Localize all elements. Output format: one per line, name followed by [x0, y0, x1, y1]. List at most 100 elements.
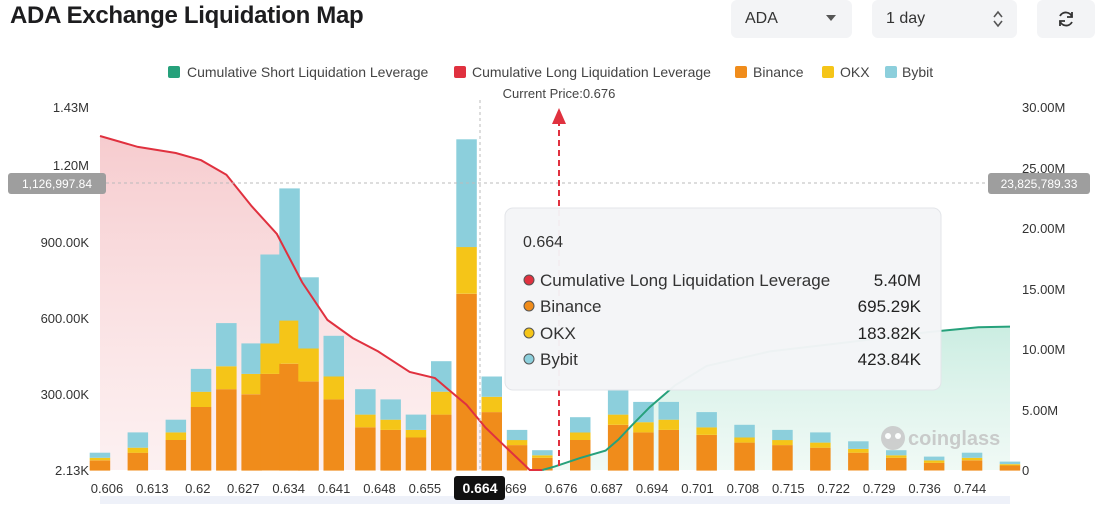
- current-price-label: Current Price:0.676: [503, 86, 616, 101]
- liquidation-bar: [607, 389, 629, 471]
- x-tick-label: 0.627: [227, 481, 260, 496]
- x-axis-strip: [100, 496, 1010, 504]
- tooltip-row-label: Cumulative Long Liquidation Leverage: [540, 271, 830, 290]
- bar-segment-binance: [961, 460, 983, 471]
- legend-item-bybit[interactable]: Bybit: [885, 64, 933, 80]
- tooltip: 0.664 Cumulative Long Liquidation Levera…: [504, 207, 942, 391]
- liquidation-bar: [260, 254, 281, 471]
- liquidation-bar: [190, 368, 212, 471]
- y-right-tick: 15.00M: [1022, 282, 1065, 297]
- bar-segment-okx: [570, 432, 591, 440]
- bar-segment-bybit: [607, 389, 629, 415]
- legend-item-short[interactable]: Cumulative Short Liquidation Leverage: [168, 64, 428, 80]
- tooltip-row-label: OKX: [540, 324, 576, 343]
- legend-label-okx: OKX: [840, 64, 870, 80]
- tooltip-row: Cumulative Long Liquidation Leverage 5.4…: [523, 271, 921, 290]
- bar-segment-okx: [772, 440, 793, 446]
- bar-segment-bybit: [216, 323, 237, 367]
- refresh-button[interactable]: [1037, 0, 1095, 38]
- bar-segment-okx: [810, 442, 831, 448]
- legend-item-binance[interactable]: Binance: [735, 64, 804, 80]
- y-right-tick: 5.00M: [1022, 403, 1058, 418]
- liquidation-bar: [127, 432, 149, 471]
- legend-swatch-long: [454, 66, 466, 78]
- time-range-value: 1 day: [886, 10, 926, 27]
- time-range-select[interactable]: 1 day: [872, 0, 1017, 38]
- bar-segment-okx: [431, 391, 452, 415]
- bar-segment-okx: [190, 391, 212, 407]
- y-left-tick: 1.43M: [53, 100, 89, 115]
- bar-segment-binance: [89, 460, 111, 471]
- crosshair-right-badge: 23,825,789.33: [988, 173, 1090, 194]
- liquidation-bar: [999, 461, 1021, 471]
- bar-segment-binance: [570, 440, 591, 471]
- legend-item-okx[interactable]: OKX: [822, 64, 870, 80]
- x-tick-label: 0.722: [817, 481, 850, 496]
- liquidation-bar: [89, 452, 111, 471]
- y-right-tick: 0: [1022, 463, 1029, 478]
- bar-segment-binance: [481, 412, 502, 471]
- bar-segment-okx: [456, 247, 477, 294]
- x-tick-label: 0.729: [863, 481, 896, 496]
- y-axis-left: 1.43M 1.20M 900.00K 600.00K 300.00K 2.13…: [41, 100, 90, 478]
- bar-segment-okx: [481, 396, 502, 413]
- y-left-tick: 2.13K: [55, 463, 89, 478]
- y-right-tick: 25.00M: [1022, 161, 1065, 176]
- x-tick-label: 0.687: [590, 481, 623, 496]
- legend-swatch-okx: [822, 66, 834, 78]
- bar-segment-bybit: [456, 139, 477, 248]
- bar-segment-okx: [633, 422, 654, 433]
- x-tick-label: 0.744: [954, 481, 987, 496]
- legend-label-binance: Binance: [753, 64, 804, 80]
- y-right-tick: 10.00M: [1022, 342, 1065, 357]
- bar-segment-binance: [241, 394, 262, 471]
- x-tick-label: 0.736: [908, 481, 941, 496]
- liquidation-bar: [298, 277, 319, 471]
- tooltip-row: Bybit 423.84K: [523, 350, 922, 369]
- refresh-icon: [1059, 11, 1073, 27]
- tooltip-row: OKX 183.82K: [523, 324, 922, 343]
- bar-segment-binance: [734, 442, 755, 471]
- bar-segment-binance: [355, 427, 376, 471]
- y-axis-right: 30.00M 25.00M 20.00M 15.00M 10.00M 5.00M…: [1022, 100, 1065, 478]
- bar-segment-binance: [431, 414, 452, 471]
- liquidation-bar: [241, 343, 262, 471]
- x-tick-label: 669: [505, 481, 527, 496]
- tooltip-row-value: 183.82K: [858, 324, 922, 343]
- bar-segment-bybit: [355, 389, 376, 415]
- y-right-tick: 30.00M: [1022, 100, 1065, 115]
- liquidation-bar: [570, 417, 591, 471]
- bar-segment-okx: [607, 414, 629, 425]
- tooltip-dot: [523, 274, 535, 286]
- bar-segment-binance: [380, 429, 401, 471]
- x-tick-label: 0.655: [409, 481, 442, 496]
- bar-segment-binance: [810, 447, 831, 471]
- bar-segment-bybit: [961, 452, 983, 458]
- bar-segment-binance: [607, 424, 629, 471]
- bar-segment-bybit: [734, 424, 755, 438]
- crosshair-left-value: 1,126,997.84: [22, 177, 92, 191]
- coin-select[interactable]: ADA: [731, 0, 852, 38]
- bar-segment-binance: [165, 440, 187, 471]
- bar-segment-bybit: [506, 429, 528, 441]
- bar-segment-binance: [323, 399, 344, 471]
- bar-segment-okx: [298, 348, 319, 382]
- bar-segment-okx: [696, 427, 717, 435]
- bar-segment-okx: [848, 448, 869, 453]
- liquidation-bar: [848, 441, 869, 471]
- bar-segment-okx: [405, 429, 427, 438]
- liquidation-bar: [431, 361, 452, 471]
- y-left-tick: 900.00K: [41, 235, 90, 250]
- x-tick-label: 0.708: [727, 481, 760, 496]
- coinglass-watermark: coinglass: [881, 426, 1000, 450]
- legend: Cumulative Short Liquidation Leverage Cu…: [168, 64, 933, 80]
- liquidation-bar: [456, 139, 477, 471]
- bar-segment-bybit: [481, 376, 502, 397]
- bar-segment-bybit: [190, 368, 212, 392]
- liquidation-bar: [165, 419, 187, 471]
- legend-item-long[interactable]: Cumulative Long Liquidation Leverage: [454, 64, 711, 80]
- liquidation-bar: [216, 323, 237, 471]
- bar-segment-binance: [456, 293, 477, 471]
- liquidation-bar: [405, 414, 427, 471]
